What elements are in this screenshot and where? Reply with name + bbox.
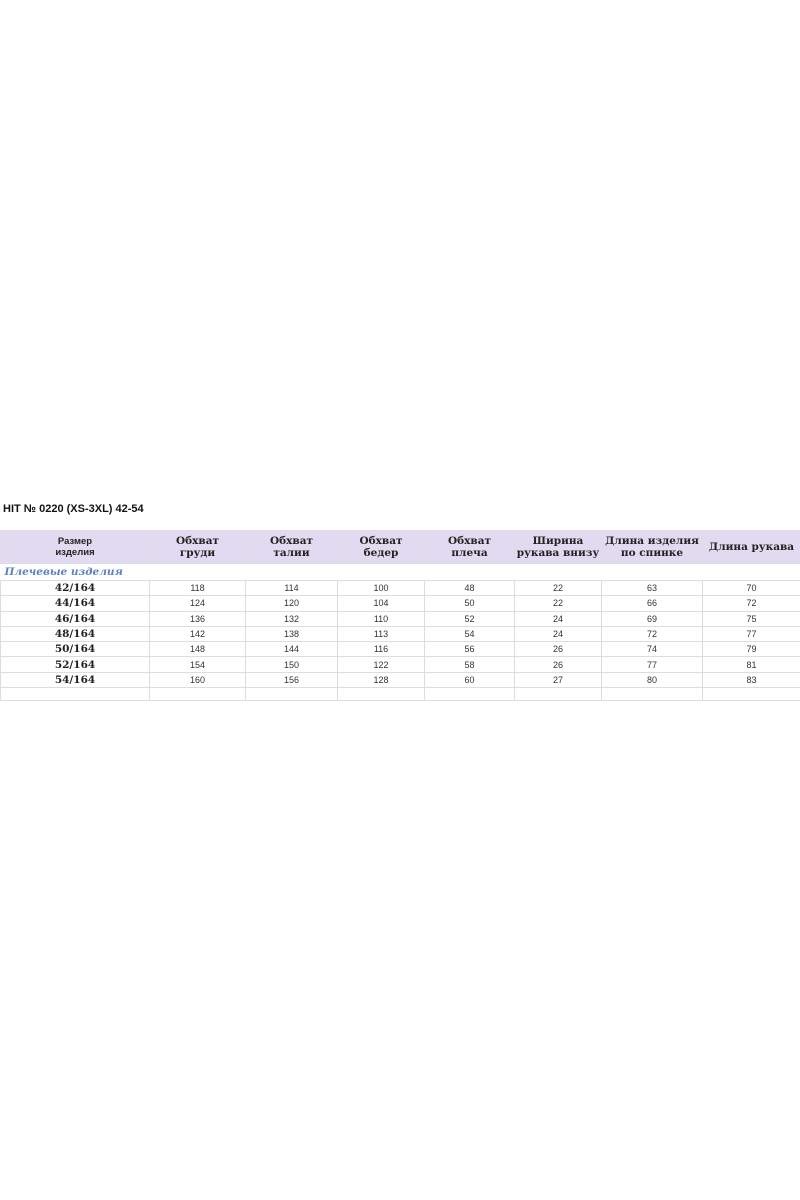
column-header: Обхват бедер	[337, 530, 425, 564]
empty-cell	[149, 687, 246, 702]
measurement-cell: 80	[601, 671, 703, 689]
measurement-cell: 104	[337, 595, 425, 612]
measurement-cell: 63	[601, 579, 703, 597]
measurement-cell: 26	[514, 656, 602, 673]
size-cell: 44/164	[0, 595, 150, 612]
measurement-cell: 54	[424, 625, 515, 643]
table-row: 44/164 124 120 104 50 22 66 72	[0, 595, 800, 612]
measurement-cell: 150	[245, 656, 338, 673]
measurement-cell: 132	[245, 610, 338, 627]
column-header: Обхват груди	[149, 530, 246, 564]
measurement-cell: 48	[424, 579, 515, 597]
measurement-cell: 128	[337, 671, 425, 689]
measurement-cell: 79	[702, 641, 800, 658]
empty-cell	[514, 687, 602, 702]
measurement-cell: 24	[514, 625, 602, 643]
table-row: 54/164 160 156 128 60 27 80 83	[0, 671, 800, 689]
measurement-cell: 114	[245, 579, 338, 597]
table-row: 46/164 136 132 110 52 24 69 75	[0, 610, 800, 627]
column-header: Длина рукава	[702, 530, 800, 564]
measurement-cell: 142	[149, 625, 246, 643]
measurement-cell: 75	[702, 610, 800, 627]
measurement-cell: 138	[245, 625, 338, 643]
measurement-cell: 27	[514, 671, 602, 689]
measurement-cell: 26	[514, 641, 602, 658]
size-chart-table: Размер изделия Обхват груди Обхват талии Об…	[0, 530, 800, 702]
measurement-cell: 60	[424, 671, 515, 689]
measurement-cell: 69	[601, 610, 703, 627]
measurement-cell: 70	[702, 579, 800, 597]
measurement-cell: 24	[514, 610, 602, 627]
measurement-cell: 77	[601, 656, 703, 673]
measurement-cell: 118	[149, 579, 246, 597]
size-cell: 46/164	[0, 610, 150, 627]
size-cell: 48/164	[0, 625, 150, 643]
column-header: Ширина рукава внизу	[514, 530, 602, 564]
measurement-cell: 66	[601, 595, 703, 612]
size-cell: 54/164	[0, 671, 150, 689]
header-row: Размер изделия Обхват груди Обхват талии Об…	[0, 530, 800, 564]
section-row: Плечевые изделия	[0, 563, 800, 581]
empty-cell	[601, 687, 703, 702]
measurement-cell: 154	[149, 656, 246, 673]
measurement-cell: 136	[149, 610, 246, 627]
measurement-cell: 74	[601, 641, 703, 658]
measurement-cell: 156	[245, 671, 338, 689]
table-row: 48/164 142 138 113 54 24 72 77	[0, 625, 800, 643]
empty-cell	[337, 687, 425, 702]
size-cell: 52/164	[0, 656, 150, 673]
size-cell: 42/164	[0, 579, 150, 597]
measurement-cell: 116	[337, 641, 425, 658]
measurement-cell: 83	[702, 671, 800, 689]
size-cell: 50/164	[0, 641, 150, 658]
measurement-cell: 120	[245, 595, 338, 612]
measurement-cell: 160	[149, 671, 246, 689]
column-header: Размер изделия	[0, 530, 150, 564]
section-label: Плечевые изделия	[0, 563, 800, 581]
size-chart-title: HIT № 0220 (XS-3XL) 42-54	[3, 503, 144, 515]
measurement-cell: 22	[514, 579, 602, 597]
empty-cell	[702, 687, 800, 702]
measurement-cell: 124	[149, 595, 246, 612]
measurement-cell: 56	[424, 641, 515, 658]
measurement-cell: 72	[702, 595, 800, 612]
empty-cell	[424, 687, 515, 702]
empty-cell	[245, 687, 338, 702]
measurement-cell: 113	[337, 625, 425, 643]
measurement-cell: 77	[702, 625, 800, 643]
column-header: Длина изделия по спинке	[601, 530, 703, 564]
measurement-cell: 72	[601, 625, 703, 643]
measurement-cell: 144	[245, 641, 338, 658]
table-row: 42/164 118 114 100 48 22 63 70	[0, 579, 800, 597]
measurement-cell: 122	[337, 656, 425, 673]
empty-cell	[0, 687, 150, 702]
measurement-cell: 58	[424, 656, 515, 673]
measurement-cell: 81	[702, 656, 800, 673]
measurement-cell: 100	[337, 579, 425, 597]
column-header: Обхват талии	[245, 530, 338, 564]
measurement-cell: 148	[149, 641, 246, 658]
measurement-cell: 110	[337, 610, 425, 627]
empty-row	[0, 687, 800, 702]
measurement-cell: 50	[424, 595, 515, 612]
measurement-cell: 52	[424, 610, 515, 627]
column-header: Обхват плеча	[424, 530, 515, 564]
measurement-cell: 22	[514, 595, 602, 612]
table-row: 50/164 148 144 116 56 26 74 79	[0, 641, 800, 658]
table-row: 52/164 154 150 122 58 26 77 81	[0, 656, 800, 673]
